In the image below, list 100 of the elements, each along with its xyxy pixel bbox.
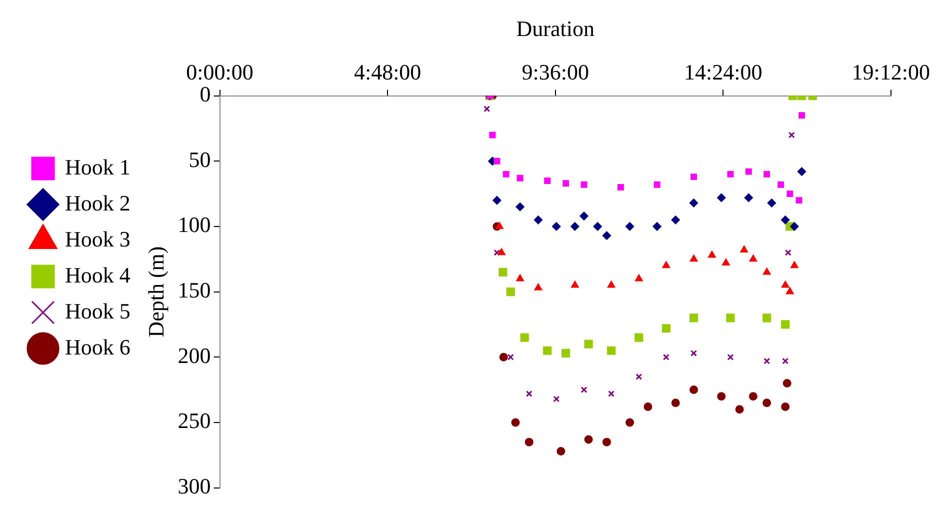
point (662, 354, 670, 360)
legend-label: Hook 1 (65, 154, 130, 180)
x-axis-title: Duration (516, 16, 594, 41)
x-tick-label: 19:12:00 (852, 59, 930, 84)
point (506, 288, 515, 296)
point (520, 333, 529, 342)
point (498, 268, 508, 276)
point (740, 246, 748, 252)
point (727, 170, 734, 178)
y-tick-label: 200 (178, 342, 211, 368)
point (782, 281, 790, 288)
point (798, 167, 806, 176)
point (526, 390, 532, 397)
point (690, 254, 698, 262)
x-tick-label: 4:48:00 (354, 59, 422, 84)
point (584, 435, 593, 444)
point (778, 181, 784, 188)
point (543, 346, 552, 355)
point (735, 405, 744, 414)
point (511, 418, 520, 427)
point (634, 333, 644, 342)
point (552, 222, 561, 231)
point (690, 198, 698, 208)
point (516, 202, 524, 212)
point (690, 386, 698, 394)
point (717, 193, 726, 202)
point (580, 181, 588, 188)
point (781, 402, 790, 412)
x-tick-label: 14:24:00 (684, 59, 762, 84)
point (516, 174, 524, 182)
point (644, 402, 652, 412)
point (662, 324, 670, 333)
point (654, 181, 660, 188)
point (762, 398, 772, 408)
point (562, 348, 570, 358)
point (516, 274, 524, 282)
point (748, 392, 758, 401)
point (722, 258, 730, 266)
point (608, 390, 614, 397)
point (502, 170, 510, 178)
point (726, 314, 735, 322)
point (534, 216, 542, 224)
point (570, 222, 580, 231)
point (671, 216, 680, 224)
point (499, 352, 508, 362)
point (781, 216, 790, 224)
point (602, 231, 611, 240)
y-tick-label: 100 (178, 212, 211, 238)
point (584, 340, 593, 348)
y-tick-label: 300 (178, 474, 211, 499)
point (762, 314, 772, 322)
point (786, 190, 794, 198)
point (626, 222, 634, 231)
point (690, 350, 697, 356)
point (496, 222, 504, 229)
point (593, 222, 602, 231)
point (606, 346, 616, 355)
point (562, 180, 570, 187)
point (553, 396, 560, 402)
x-tick-label: 9:36:00 (522, 59, 589, 84)
legend-label: Hook 4 (65, 262, 130, 288)
point (788, 132, 795, 138)
point (782, 358, 789, 364)
point (671, 398, 680, 408)
point (763, 268, 771, 275)
x-tick-label: 0:00:00 (186, 59, 254, 84)
point (494, 249, 500, 256)
point (784, 249, 792, 256)
point (489, 132, 496, 138)
point (796, 197, 802, 204)
point (717, 392, 726, 401)
point (498, 248, 506, 256)
point (607, 281, 616, 288)
point (602, 438, 611, 446)
point (580, 212, 588, 220)
y-tick-label: 0 (200, 82, 211, 107)
point (484, 106, 490, 112)
point (790, 222, 799, 231)
point (764, 358, 770, 364)
point (727, 354, 734, 360)
point (571, 281, 579, 288)
point (767, 198, 776, 208)
point (689, 314, 698, 322)
point (749, 254, 757, 262)
point (745, 168, 752, 175)
y-tick-label: 150 (178, 278, 211, 303)
point (556, 446, 566, 456)
legend-label: Hook 3 (65, 226, 130, 252)
point (790, 261, 798, 268)
point (781, 320, 790, 329)
legend-label: Hook 5 (65, 298, 130, 324)
point (626, 418, 634, 427)
point (636, 374, 642, 380)
point (708, 250, 716, 258)
point (534, 284, 542, 290)
point (662, 261, 670, 268)
point (782, 379, 792, 388)
point (524, 438, 534, 446)
y-axis-title: Depth (m) (143, 246, 168, 338)
point (690, 174, 697, 180)
